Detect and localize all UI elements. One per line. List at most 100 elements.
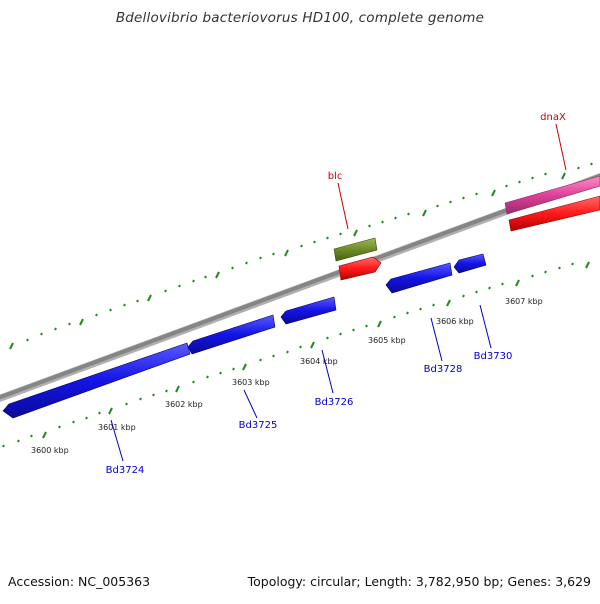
lower-minor-tick [299,345,302,349]
lower-major-tick [515,279,520,287]
lower-minor-tick [393,315,396,319]
lower-major-tick [446,299,451,307]
upper-minor-tick [259,256,262,260]
upper-minor-tick [178,284,181,288]
upper-minor-tick [544,172,547,176]
tick-label-3605: 3605 kbp [368,336,406,345]
lower-minor-tick [272,354,275,358]
lower-minor-tick [286,350,289,354]
lower-minor-tick [98,411,101,415]
upper-minor-tick [40,332,43,336]
upper-major-tick [9,342,14,350]
tick-label-3604: 3604 kbp [300,357,338,366]
lower-minor-tick [192,380,195,384]
lower-minor-tick [326,336,329,340]
upper-minor-tick [68,322,71,326]
lower-minor-tick [352,328,355,332]
lower-minor-tick [58,425,61,429]
lower-minor-tick [165,389,168,393]
upper-minor-tick [462,196,465,200]
map-title: Bdellovibrio bacteriovorus HD100, comple… [115,10,485,26]
upper-major-tick [284,249,289,257]
lower-minor-tick [139,397,142,401]
upper-minor-tick [531,176,534,180]
upper-minor-tick [475,192,478,196]
upper-minor-tick [272,252,275,256]
lower-minor-tick [406,311,409,315]
lower-major-tick [585,261,590,269]
upper-minor-tick [164,289,167,293]
lower-minor-tick [339,332,342,336]
upper-major-tick [79,318,84,326]
reverse-cds-Bd3728[interactable] [385,262,453,294]
tick-label-3607: 3607 kbp [505,297,543,306]
upper-minor-tick [577,166,580,170]
Bd3726-label: Bd3726 [315,397,354,408]
upper-minor-tick [368,224,371,228]
lower-tick-track [2,261,590,448]
upper-minor-tick [300,244,303,248]
Bd3725-label: Bd3725 [239,420,278,431]
dnaX-label-leader [555,123,567,171]
Bd3730-label-leader [479,304,492,349]
upper-minor-tick [381,220,384,224]
lower-minor-tick [488,286,491,290]
upper-minor-tick [407,212,410,216]
reverse-cds-Bd3730[interactable] [453,253,487,274]
reverse-cds-Bd3726[interactable] [280,296,337,325]
upper-minor-tick [590,162,593,166]
reverse-cds-Bd3725[interactable] [187,314,276,355]
upper-major-tick [353,229,358,237]
upper-minor-tick [231,266,234,270]
upper-minor-tick [326,236,329,240]
Bd3724-label-leader [110,419,124,462]
upper-minor-tick [394,216,397,220]
tick-label-3600: 3600 kbp [31,446,69,455]
rna-feature-dnaX-region[interactable] [504,175,600,215]
lower-minor-tick [259,358,262,362]
upper-minor-tick [192,279,195,283]
lower-major-tick [42,431,47,439]
upper-minor-tick [313,240,316,244]
upper-minor-tick [505,184,508,188]
upper-minor-tick [26,338,29,342]
forward-cds-blc[interactable] [338,256,382,281]
upper-minor-tick [245,261,248,265]
lower-major-tick [377,320,382,328]
lower-minor-tick [2,444,5,448]
lower-minor-tick [85,416,88,420]
lower-minor-tick [475,290,478,294]
Bd3726-label-leader [321,349,334,394]
forward-cds-dnaX[interactable] [508,195,600,232]
upper-major-tick [215,271,220,279]
lower-minor-tick [501,282,504,286]
lower-minor-tick [544,270,547,274]
lower-minor-tick [152,393,155,397]
gene-feature-blc[interactable] [333,237,378,262]
tick-label-3603: 3603 kbp [232,378,270,387]
lower-minor-tick [419,307,422,311]
lower-major-tick [175,385,180,393]
upper-minor-tick [123,303,126,307]
Bd3730-label: Bd3730 [474,351,513,362]
reverse-cds-Bd3724[interactable] [2,342,191,419]
lower-minor-tick [232,367,235,371]
upper-minor-tick [204,275,207,279]
upper-major-tick [561,172,566,180]
upper-minor-tick [109,308,112,312]
lower-major-tick [242,363,247,371]
blc-label: blc [328,171,343,182]
lower-minor-tick [558,266,561,270]
lower-minor-tick [462,294,465,298]
lower-minor-tick [531,274,534,278]
upper-tick-track [9,162,593,350]
lower-minor-tick [125,402,128,406]
tick-label-3606: 3606 kbp [436,317,474,326]
tick-label-3601: 3601 kbp [98,423,136,432]
upper-minor-tick [518,180,521,184]
Bd3725-label-leader [243,389,258,419]
upper-major-tick [491,189,496,197]
lower-minor-tick [365,324,368,328]
upper-minor-tick [339,232,342,236]
lower-minor-tick [72,420,75,424]
